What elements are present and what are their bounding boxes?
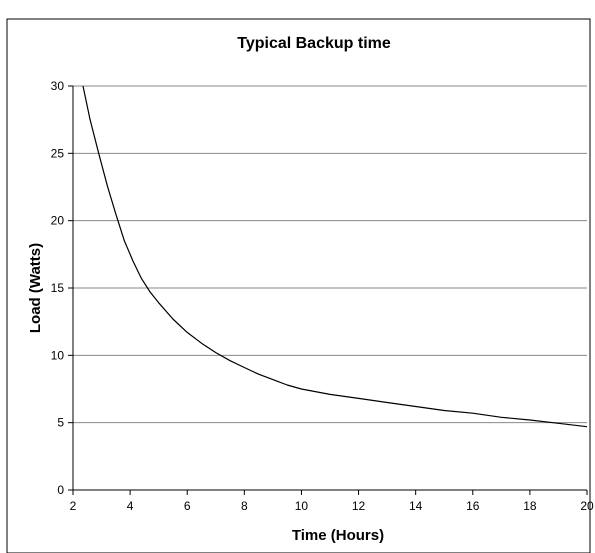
- y-tick-label: 20: [51, 214, 65, 228]
- y-tick-label: 10: [51, 348, 65, 362]
- y-tick-label: 15: [51, 281, 65, 295]
- y-tick-label: 0: [57, 483, 64, 497]
- x-tick-labels: 2 4 6 8 10 12 14 16 18 20: [70, 499, 594, 513]
- series-line: [82, 85, 588, 428]
- x-tick-label: 8: [241, 499, 248, 513]
- y-tick-label: 30: [51, 79, 65, 93]
- x-tick-label: 18: [523, 499, 537, 513]
- y-tick-label: 25: [51, 146, 65, 160]
- grid-layer: [73, 85, 587, 424]
- x-tick-label: 14: [409, 499, 423, 513]
- chart-title: Typical Backup time: [237, 35, 391, 52]
- chart-frame: [6, 18, 591, 553]
- x-tick-label: 4: [127, 499, 134, 513]
- x-axis-label: Time (Hours): [292, 527, 384, 544]
- x-tick-label: 16: [466, 499, 480, 513]
- x-tick-label: 2: [70, 499, 77, 513]
- x-tick-label: 10: [295, 499, 309, 513]
- y-tick-labels: 0 5 10 15 20 25 30: [51, 79, 65, 497]
- series-layer: [82, 85, 588, 428]
- x-tick-label: 6: [184, 499, 191, 513]
- y-axis-label: Load (Watts): [27, 243, 44, 333]
- x-tick-label: 12: [352, 499, 366, 513]
- axes-layer: [68, 85, 588, 495]
- x-tick-label: 20: [580, 499, 594, 513]
- y-tick-label: 5: [57, 416, 64, 430]
